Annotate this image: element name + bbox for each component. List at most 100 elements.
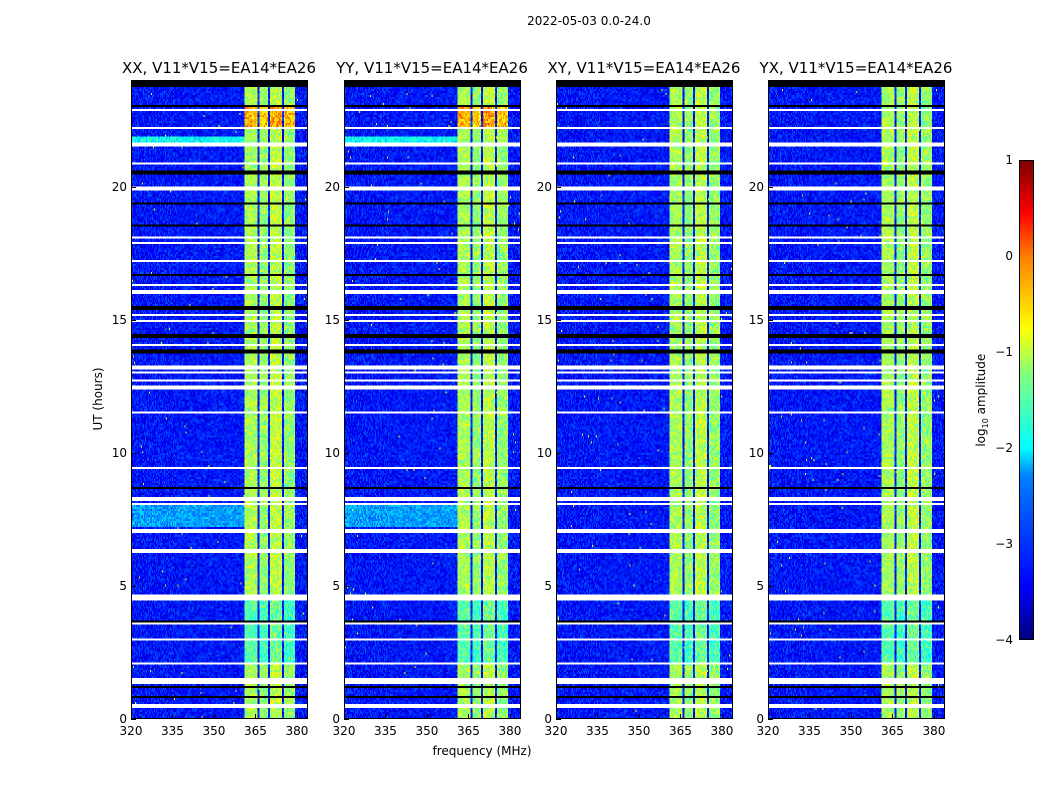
y-tick-mark — [768, 719, 773, 720]
heatmap-image — [345, 81, 520, 718]
x-tick-label: 335 — [798, 724, 821, 738]
x-tick-mark — [809, 714, 811, 719]
y-tick-label: 0 — [119, 712, 127, 726]
x-tick-label: 320 — [756, 724, 780, 738]
panel-title: YY, V11*V15=EA14*EA26 — [336, 59, 528, 77]
x-tick-label: 350 — [415, 724, 439, 738]
y-tick-mark — [768, 585, 773, 587]
colorbar-tick-label: −1 — [995, 345, 1013, 359]
y-tick-mark — [131, 719, 136, 720]
colorbar-tick-label: −4 — [995, 633, 1013, 647]
y-tick-mark — [344, 719, 349, 720]
y-tick-label: 20 — [324, 179, 340, 194]
x-tick-mark — [597, 714, 599, 719]
x-tick-label: 380 — [710, 724, 734, 738]
x-tick-label: 320 — [119, 724, 143, 738]
x-tick-label: 335 — [586, 724, 609, 738]
y-tick-label: 10 — [748, 445, 764, 460]
x-tick-mark — [680, 714, 682, 719]
y-tick-mark — [556, 186, 561, 188]
heatmap-panel — [768, 80, 945, 719]
x-tick-mark — [131, 714, 132, 719]
y-tick-label: 15 — [111, 312, 127, 327]
y-tick-label: 5 — [544, 578, 552, 593]
x-tick-mark — [768, 714, 769, 719]
y-tick-mark — [556, 319, 561, 321]
y-tick-mark — [768, 319, 773, 321]
colorbar-tick-label: −3 — [995, 537, 1013, 551]
y-tick-mark — [131, 452, 136, 454]
colorbar-tick-label: 1 — [1005, 153, 1013, 167]
x-tick-label: 380 — [285, 724, 309, 738]
y-tick-label: 10 — [111, 445, 127, 460]
y-tick-label: 10 — [536, 445, 552, 460]
x-tick-mark — [385, 714, 387, 719]
y-tick-label: 15 — [324, 312, 340, 327]
x-tick-label: 380 — [498, 724, 522, 738]
y-tick-mark — [768, 452, 773, 454]
x-tick-label: 365 — [457, 724, 480, 738]
y-tick-mark — [131, 186, 136, 188]
figure-title: 2022-05-03 0.0-24.0 — [527, 14, 651, 28]
y-tick-mark — [344, 585, 349, 587]
y-tick-mark — [768, 186, 773, 188]
x-tick-mark — [850, 714, 852, 719]
y-tick-label: 15 — [536, 312, 552, 327]
x-tick-mark — [721, 714, 723, 719]
y-tick-label: 15 — [748, 312, 764, 327]
x-tick-label: 350 — [839, 724, 863, 738]
heatmap-image — [557, 81, 732, 718]
y-tick-label: 5 — [119, 578, 127, 593]
heatmap-panel — [344, 80, 521, 719]
heatmap-panel — [556, 80, 733, 719]
x-tick-label: 350 — [627, 724, 651, 738]
x-tick-mark — [468, 714, 470, 719]
heatmap-panel — [131, 80, 308, 719]
x-tick-label: 335 — [374, 724, 397, 738]
x-tick-mark — [172, 714, 174, 719]
x-tick-mark — [933, 714, 935, 719]
y-tick-mark — [131, 585, 136, 587]
y-tick-label: 5 — [332, 578, 340, 593]
x-tick-mark — [892, 714, 894, 719]
y-tick-mark — [556, 719, 561, 720]
x-tick-label: 380 — [922, 724, 946, 738]
y-tick-label: 0 — [756, 712, 764, 726]
y-tick-label: 20 — [748, 179, 764, 194]
x-tick-mark — [213, 714, 215, 719]
colorbar — [1019, 160, 1034, 640]
x-axis-label: frequency (MHz) — [432, 744, 532, 758]
x-tick-label: 335 — [161, 724, 184, 738]
x-tick-label: 350 — [202, 724, 226, 738]
y-tick-label: 0 — [544, 712, 552, 726]
x-tick-label: 365 — [244, 724, 267, 738]
y-axis-label: UT (hours) — [91, 367, 105, 431]
x-tick-label: 320 — [544, 724, 568, 738]
colorbar-tick-label: 0 — [1005, 249, 1013, 263]
x-tick-label: 320 — [332, 724, 356, 738]
y-tick-label: 5 — [756, 578, 764, 593]
x-tick-mark — [296, 714, 298, 719]
y-tick-label: 0 — [332, 712, 340, 726]
x-tick-label: 365 — [881, 724, 904, 738]
y-tick-mark — [344, 452, 349, 454]
y-tick-mark — [556, 585, 561, 587]
x-tick-mark — [556, 714, 557, 719]
x-tick-mark — [255, 714, 257, 719]
panel-title: XX, V11*V15=EA14*EA26 — [121, 59, 316, 77]
x-tick-mark — [426, 714, 428, 719]
heatmap-image — [132, 81, 307, 718]
x-tick-label: 365 — [669, 724, 692, 738]
heatmap-image — [769, 81, 944, 718]
y-tick-label: 20 — [536, 179, 552, 194]
panel-title: XY, V11*V15=EA14*EA26 — [547, 59, 741, 77]
y-tick-label: 20 — [111, 179, 127, 194]
x-tick-mark — [638, 714, 640, 719]
y-tick-mark — [131, 319, 136, 321]
y-tick-mark — [344, 186, 349, 188]
x-tick-mark — [509, 714, 511, 719]
y-tick-mark — [556, 452, 561, 454]
panel-title: YX, V11*V15=EA14*EA26 — [759, 59, 953, 77]
y-tick-label: 10 — [324, 445, 340, 460]
